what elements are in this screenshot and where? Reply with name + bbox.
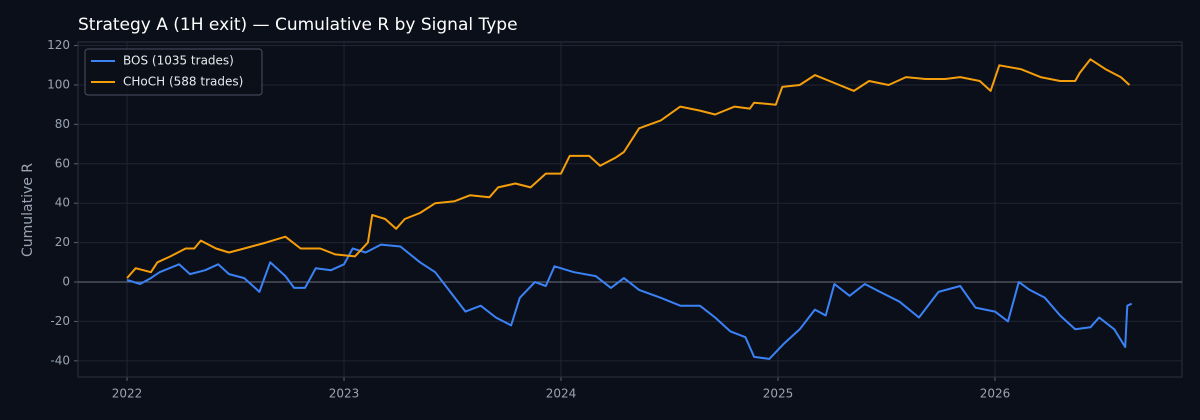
y-tick-label: 40: [55, 196, 70, 210]
y-tick-label: 20: [55, 235, 70, 249]
y-tick-label: 120: [47, 38, 70, 52]
legend-label: BOS (1035 trades): [123, 54, 234, 68]
chart-title: Strategy A (1H exit) — Cumulative R by S…: [78, 15, 518, 35]
y-tick-label: 0: [62, 275, 70, 289]
x-tick-label: 2025: [763, 387, 794, 401]
y-tick-label: 60: [55, 156, 70, 170]
y-axis-label: Cumulative R: [20, 163, 36, 257]
x-tick-label: 2024: [546, 387, 577, 401]
y-tick-label: 100: [47, 77, 70, 91]
x-tick-label: 2022: [112, 387, 143, 401]
y-tick-label: -20: [50, 314, 70, 328]
y-tick-label: 80: [55, 117, 70, 131]
series-line: [126, 58, 1131, 279]
plot-frame: [77, 41, 1183, 378]
legend-label: CHoCH (588 trades): [123, 75, 243, 89]
x-tick-label: 2023: [329, 387, 360, 401]
y-tick-label: -40: [50, 353, 70, 367]
series-line: [126, 243, 1133, 360]
x-tick-label: 2026: [980, 387, 1011, 401]
legend: BOS (1035 trades) CHoCH (588 trades): [84, 48, 263, 96]
legend-box: [84, 48, 263, 96]
